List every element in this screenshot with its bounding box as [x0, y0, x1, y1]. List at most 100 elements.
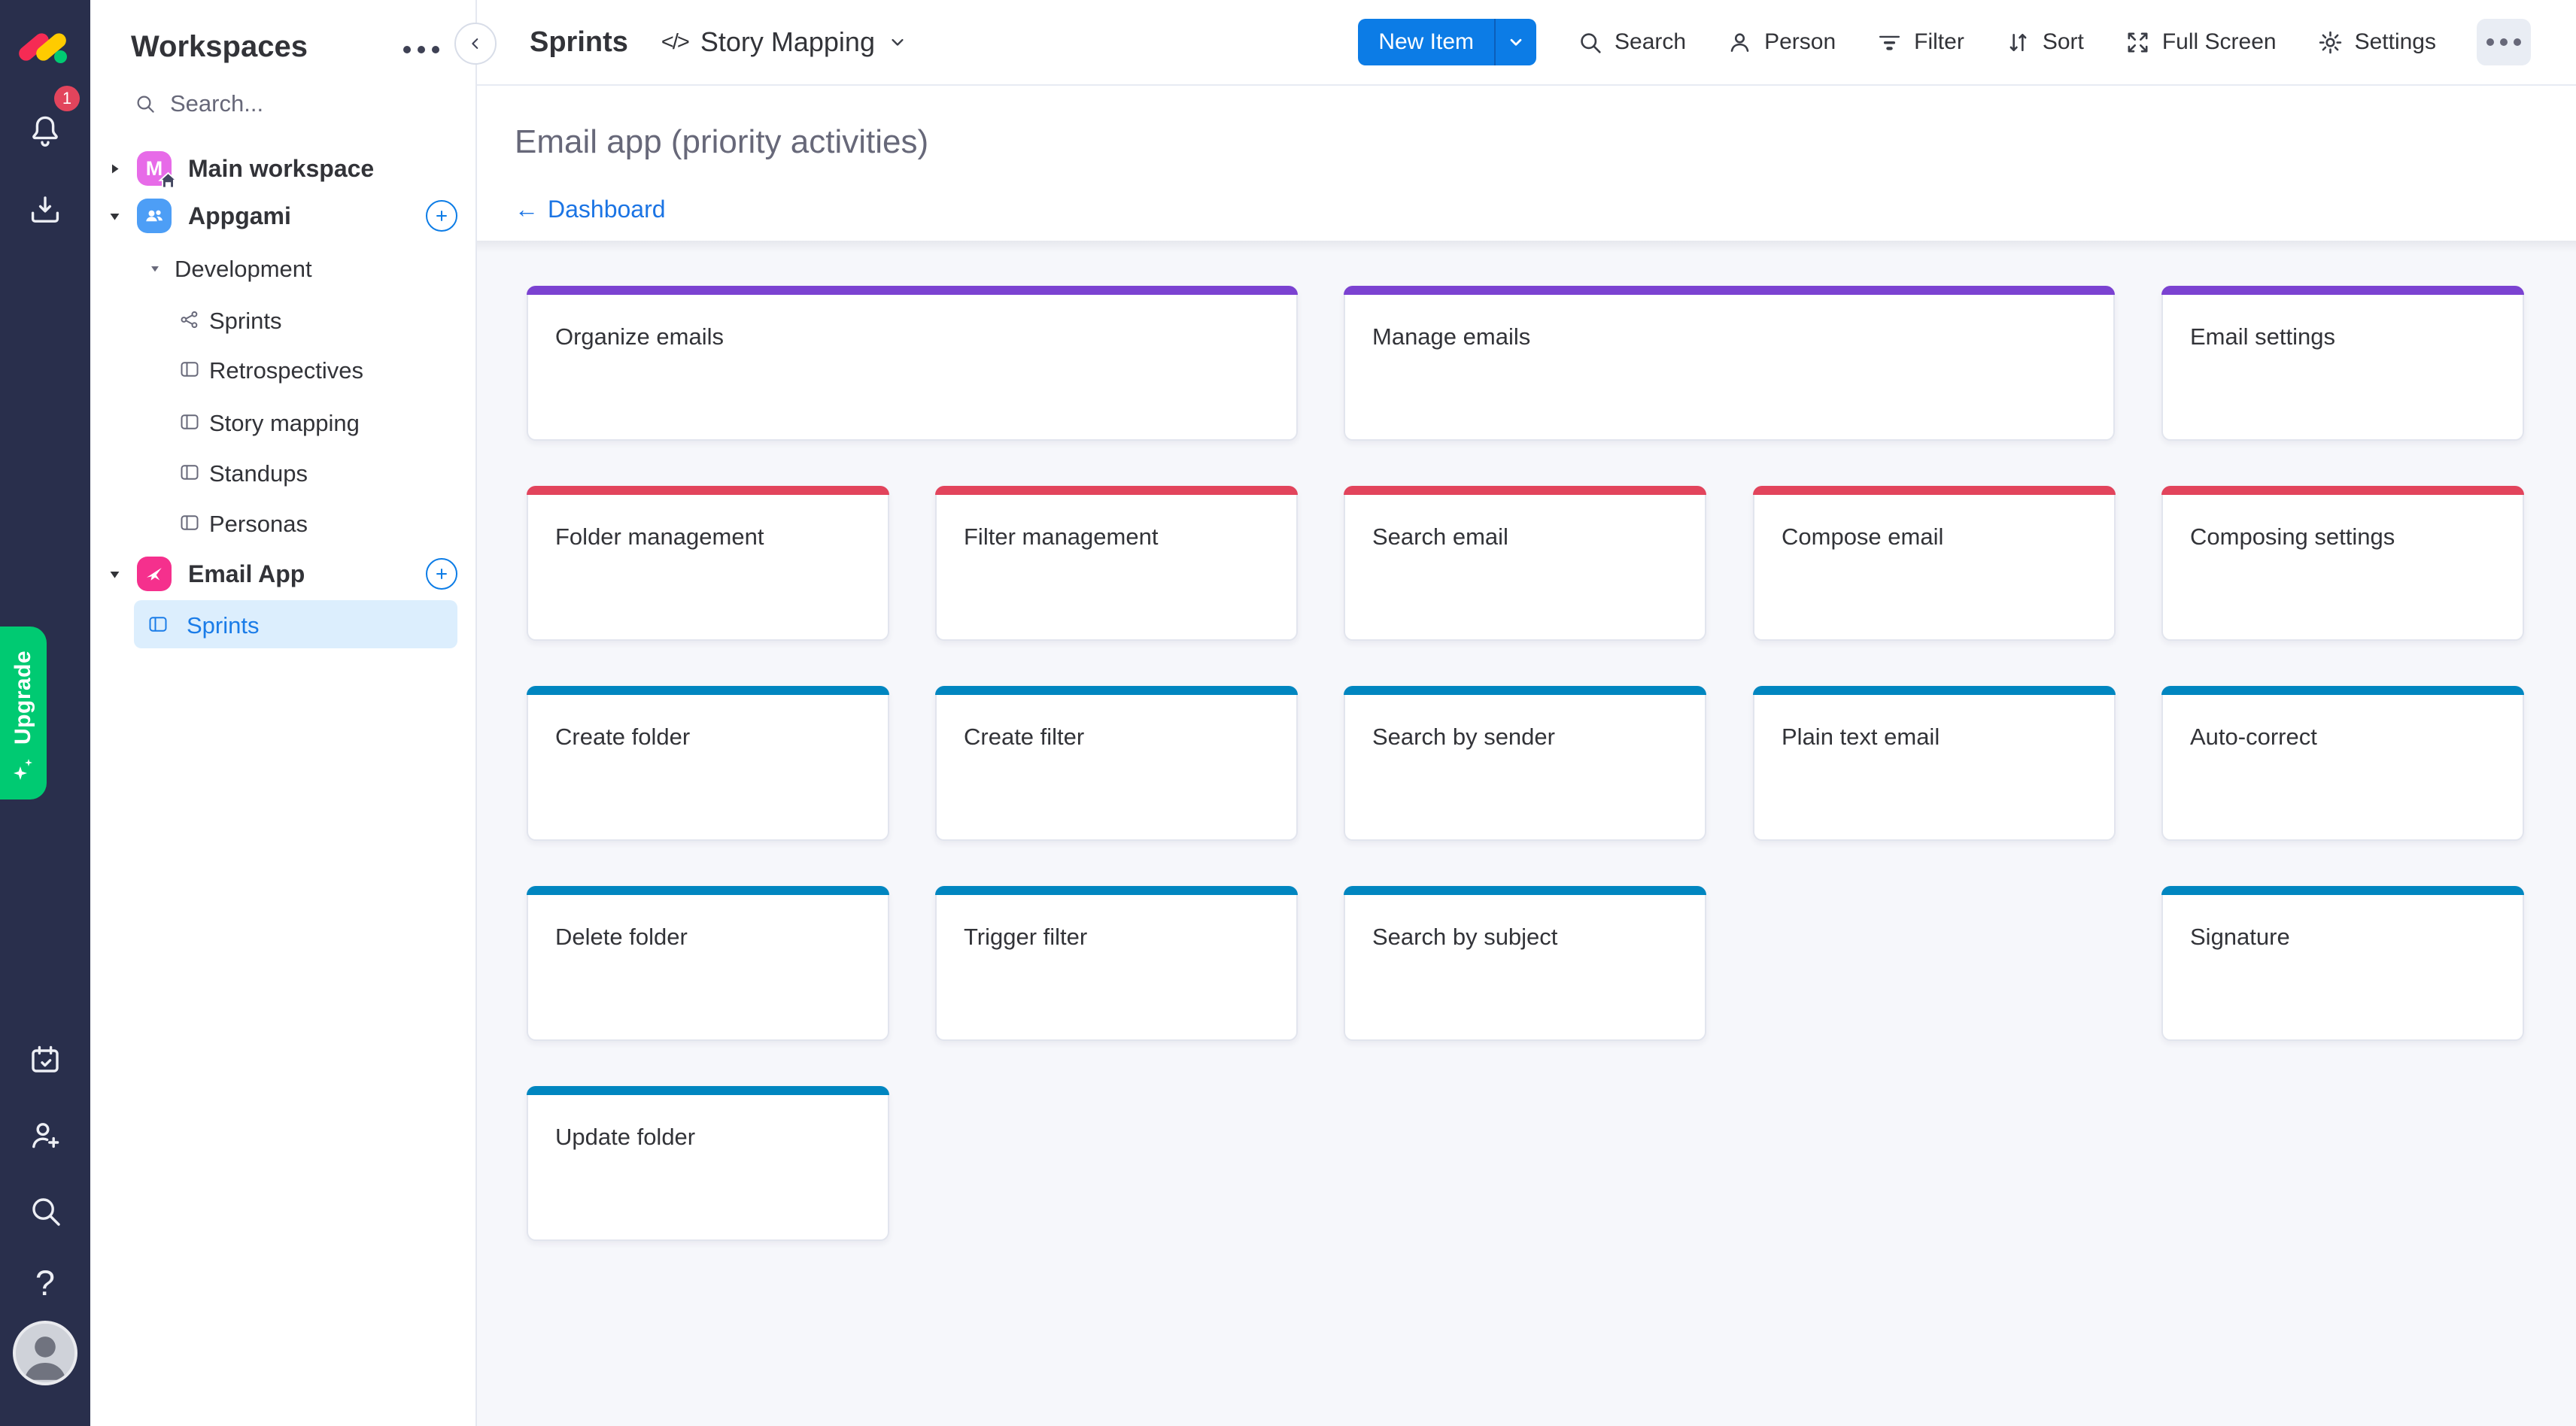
board-toolbar: Sprints </> Story Mapping New Item: [477, 0, 2576, 86]
upgrade-tab[interactable]: Upgrade: [0, 627, 47, 799]
card-search-by-sender[interactable]: Search by sender: [1344, 686, 1706, 841]
people-icon: [146, 210, 163, 222]
filter-icon: [1879, 35, 1900, 50]
caret-down-icon[interactable]: [108, 568, 121, 581]
inbox-icon[interactable]: [27, 193, 63, 229]
sidebar-item-appgami[interactable]: Appgami: [90, 191, 477, 241]
card-signature[interactable]: Signature: [2161, 886, 2524, 1041]
collapse-sidebar-button[interactable]: [454, 23, 497, 65]
card-composing-settings[interactable]: Composing settings: [2161, 486, 2524, 641]
card-accent-bar: [2161, 686, 2524, 695]
sidebar-item-email-app[interactable]: Email App: [90, 549, 477, 599]
card-accent-bar: [527, 486, 889, 495]
sidebar-item-retrospectives[interactable]: Retrospectives: [90, 344, 477, 394]
rail-search-icon[interactable]: [27, 1193, 63, 1229]
card-title: Manage emails: [1372, 323, 1531, 350]
card-compose-email[interactable]: Compose email: [1753, 486, 2116, 641]
filter-button[interactable]: Filter: [1876, 29, 1964, 56]
card-title: Search email: [1372, 523, 1508, 550]
sidebar-item-main-workspace[interactable]: M Main workspace: [90, 144, 477, 193]
caret-down-icon[interactable]: [150, 263, 160, 274]
selected-item-highlight: [134, 600, 457, 648]
card-title: Signature: [2190, 924, 2290, 950]
search-icon: [1581, 32, 1601, 53]
new-item-dropdown[interactable]: [1494, 19, 1536, 65]
add-to-email-app-button[interactable]: [426, 558, 457, 590]
user-avatar[interactable]: [13, 1321, 77, 1385]
help-icon[interactable]: ?: [35, 1263, 56, 1303]
workspace-label: Appgami: [188, 202, 291, 229]
card-title: Composing settings: [2190, 523, 2395, 550]
fullscreen-icon: [2128, 32, 2148, 52]
sort-button[interactable]: Sort: [2005, 29, 2084, 56]
card-accent-bar: [527, 286, 1298, 295]
card-delete-folder[interactable]: Delete folder: [527, 886, 889, 1041]
sidebar-item-personas[interactable]: Personas: [90, 498, 477, 548]
notifications-bell-icon[interactable]: [27, 113, 63, 149]
settings-label: Settings: [2354, 29, 2436, 54]
card-title: Search by sender: [1372, 724, 1555, 750]
sparkle-icon: [11, 756, 36, 786]
monday-logo[interactable]: [16, 30, 71, 66]
board-icon: [179, 462, 200, 483]
new-item-label[interactable]: New Item: [1378, 29, 1475, 54]
fullscreen-label: Full Screen: [2161, 29, 2277, 54]
sidebar-item-standups[interactable]: Standups: [90, 448, 477, 497]
card-create-folder[interactable]: Create folder: [527, 686, 889, 841]
sidebar-item-story-mapping[interactable]: Story mapping: [90, 397, 477, 447]
toolbar-actions: New Item Search: [1358, 19, 2531, 65]
search-button[interactable]: Search: [1577, 29, 1686, 56]
card-title: Delete folder: [555, 924, 688, 950]
card-filter-management[interactable]: Filter management: [935, 486, 1298, 641]
sidebar-search-input[interactable]: Search...: [134, 86, 420, 122]
avatar-letter: M: [145, 156, 163, 180]
page-title: Email app (priority activities): [515, 123, 929, 160]
card-search-email[interactable]: Search email: [1344, 486, 1706, 641]
card-accent-bar: [2161, 286, 2524, 295]
card-accent-bar: [1344, 686, 1706, 695]
caret-right-icon[interactable]: [108, 162, 121, 175]
view-switcher[interactable]: </> Story Mapping: [661, 26, 908, 58]
board-label: Sprints: [187, 612, 260, 639]
new-item-button[interactable]: New Item: [1358, 19, 1537, 65]
settings-button[interactable]: Settings: [2317, 29, 2436, 56]
workspaces-options-button[interactable]: [397, 35, 445, 65]
card-organize-emails[interactable]: Organize emails: [527, 286, 1298, 441]
add-to-appgami-button[interactable]: [426, 200, 457, 232]
card-manage-emails[interactable]: Manage emails: [1344, 286, 2115, 441]
person-filter-button[interactable]: Person: [1727, 29, 1836, 56]
card-accent-bar: [1344, 486, 1706, 495]
card-plain-text-email[interactable]: Plain text email: [1753, 686, 2116, 841]
sidebar-item-sprints-selected[interactable]: Sprints: [90, 600, 477, 650]
card-title: Folder management: [555, 523, 764, 550]
board-icon: [179, 359, 200, 380]
caret-down-icon[interactable]: [108, 210, 121, 223]
left-rail: 1 Upgrade: [0, 0, 90, 1426]
board-label: Retrospectives: [209, 357, 364, 384]
logo-dot-green: [54, 50, 67, 63]
card-title: Plain text email: [1782, 724, 1940, 750]
card-email-settings[interactable]: Email settings: [2161, 286, 2524, 441]
calendar-icon[interactable]: [27, 1042, 63, 1079]
card-trigger-filter[interactable]: Trigger filter: [935, 886, 1298, 1041]
workspace-avatar-email-app: [137, 557, 172, 591]
chevron-down-icon: [892, 38, 904, 46]
card-create-filter[interactable]: Create filter: [935, 686, 1298, 841]
fullscreen-button[interactable]: Full Screen: [2125, 29, 2277, 56]
more-options-button[interactable]: [2477, 19, 2531, 65]
card-accent-bar: [527, 1086, 889, 1095]
invite-members-icon[interactable]: [27, 1118, 63, 1154]
card-update-folder[interactable]: Update folder: [527, 1086, 889, 1241]
card-folder-management[interactable]: Folder management: [527, 486, 889, 641]
card-accent-bar: [1753, 486, 2116, 495]
workspace-label: Main workspace: [188, 155, 375, 182]
sidebar-item-sprints-dev[interactable]: Sprints: [90, 295, 477, 344]
chevron-left-icon: [472, 38, 478, 49]
card-search-by-subject[interactable]: Search by subject: [1344, 886, 1706, 1041]
back-to-dashboard-link[interactable]: ← Dashboard: [515, 196, 666, 223]
sidebar-item-development[interactable]: Development: [90, 243, 477, 293]
card-auto-correct[interactable]: Auto-correct: [2161, 686, 2524, 841]
back-link-label: Dashboard: [548, 196, 666, 223]
card-accent-bar: [1753, 686, 2116, 695]
